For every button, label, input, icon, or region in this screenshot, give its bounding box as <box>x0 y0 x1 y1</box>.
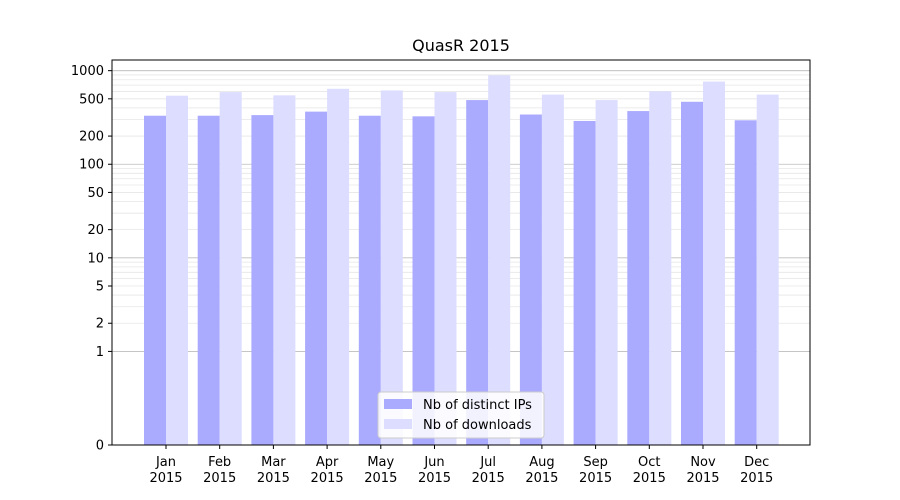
x-tick-label: 2015 <box>740 471 773 486</box>
x-tick-label: 2015 <box>418 471 451 486</box>
legend-label: Nb of downloads <box>423 418 532 433</box>
bar-downloads <box>595 100 618 445</box>
bar-downloads <box>273 95 296 446</box>
bar-downloads <box>219 92 242 446</box>
chart-title: QuasR 2015 <box>412 36 510 55</box>
y-tick-label: 1000 <box>71 64 104 79</box>
x-axis: Jan2015Feb2015Mar2015Apr2015May2015Jun20… <box>149 445 773 486</box>
x-tick-label: 2015 <box>686 471 719 486</box>
legend: Nb of distinct IPs Nb of downloads <box>377 391 545 439</box>
x-tick-label: 2015 <box>579 471 612 486</box>
x-tick-label: 2015 <box>633 471 666 486</box>
bar-downloads <box>434 92 457 446</box>
bar-distinct-ips <box>627 111 650 445</box>
bar-downloads <box>649 91 672 445</box>
x-tick-label: 2015 <box>525 471 558 486</box>
bar-distinct-ips <box>734 120 757 445</box>
y-tick-label: 20 <box>87 223 104 238</box>
y-axis: 0 1 2 5 10 20 50 100 200 500 1000 <box>71 64 112 454</box>
x-tick-label: 2015 <box>311 471 344 486</box>
y-tick-label: 500 <box>79 92 104 107</box>
bar-distinct-ips <box>412 116 435 445</box>
x-tick-label: Mar <box>261 455 286 470</box>
x-tick-label: Apr <box>316 455 339 470</box>
x-tick-label: 2015 <box>257 471 290 486</box>
legend-label: Nb of distinct IPs <box>423 398 532 413</box>
bar-distinct-ips <box>305 111 328 445</box>
x-tick-label: May <box>367 455 394 470</box>
y-tick-label: 5 <box>96 280 104 295</box>
x-tick-label: Jul <box>479 455 496 470</box>
x-tick-label: Jun <box>423 455 444 470</box>
x-tick-label: Dec <box>744 455 769 470</box>
x-tick-label: Aug <box>529 455 554 470</box>
bar-downloads <box>756 94 779 446</box>
legend-swatch <box>384 399 412 409</box>
bar-downloads <box>488 75 511 445</box>
y-tick-label: 100 <box>79 158 104 173</box>
x-tick-label: 2015 <box>364 471 397 486</box>
x-tick-label: Nov <box>690 455 716 470</box>
y-tick-label: 50 <box>87 186 104 201</box>
y-tick-label: 10 <box>87 251 104 266</box>
bar-distinct-ips <box>358 115 381 445</box>
bar-distinct-ips <box>573 120 596 445</box>
bar-downloads <box>166 95 188 445</box>
bar-distinct-ips <box>144 115 166 445</box>
y-tick-label: 0 <box>96 439 104 454</box>
x-tick-label: Oct <box>638 455 660 470</box>
bar-downloads <box>703 81 725 445</box>
bar-distinct-ips <box>466 100 489 445</box>
y-tick-label: 200 <box>79 130 104 145</box>
legend-swatch <box>384 419 412 429</box>
legend-box <box>377 391 545 439</box>
bars <box>144 75 779 446</box>
bar-distinct-ips <box>197 115 220 445</box>
bar-distinct-ips <box>251 115 274 446</box>
bar-downloads <box>380 90 403 446</box>
x-tick-label: Feb <box>208 455 231 470</box>
bar-distinct-ips <box>519 114 542 445</box>
x-tick-label: Jan <box>155 455 176 470</box>
bar-downloads <box>327 88 350 445</box>
x-tick-label: 2015 <box>149 471 182 486</box>
x-tick-label: 2015 <box>203 471 236 486</box>
bar-downloads <box>541 94 564 446</box>
bar-distinct-ips <box>681 101 703 446</box>
x-tick-label: Sep <box>583 455 608 470</box>
x-tick-label: 2015 <box>472 471 505 486</box>
y-tick-label: 1 <box>96 345 104 360</box>
plot-frame <box>111 59 811 446</box>
y-tick-label: 2 <box>96 317 104 332</box>
